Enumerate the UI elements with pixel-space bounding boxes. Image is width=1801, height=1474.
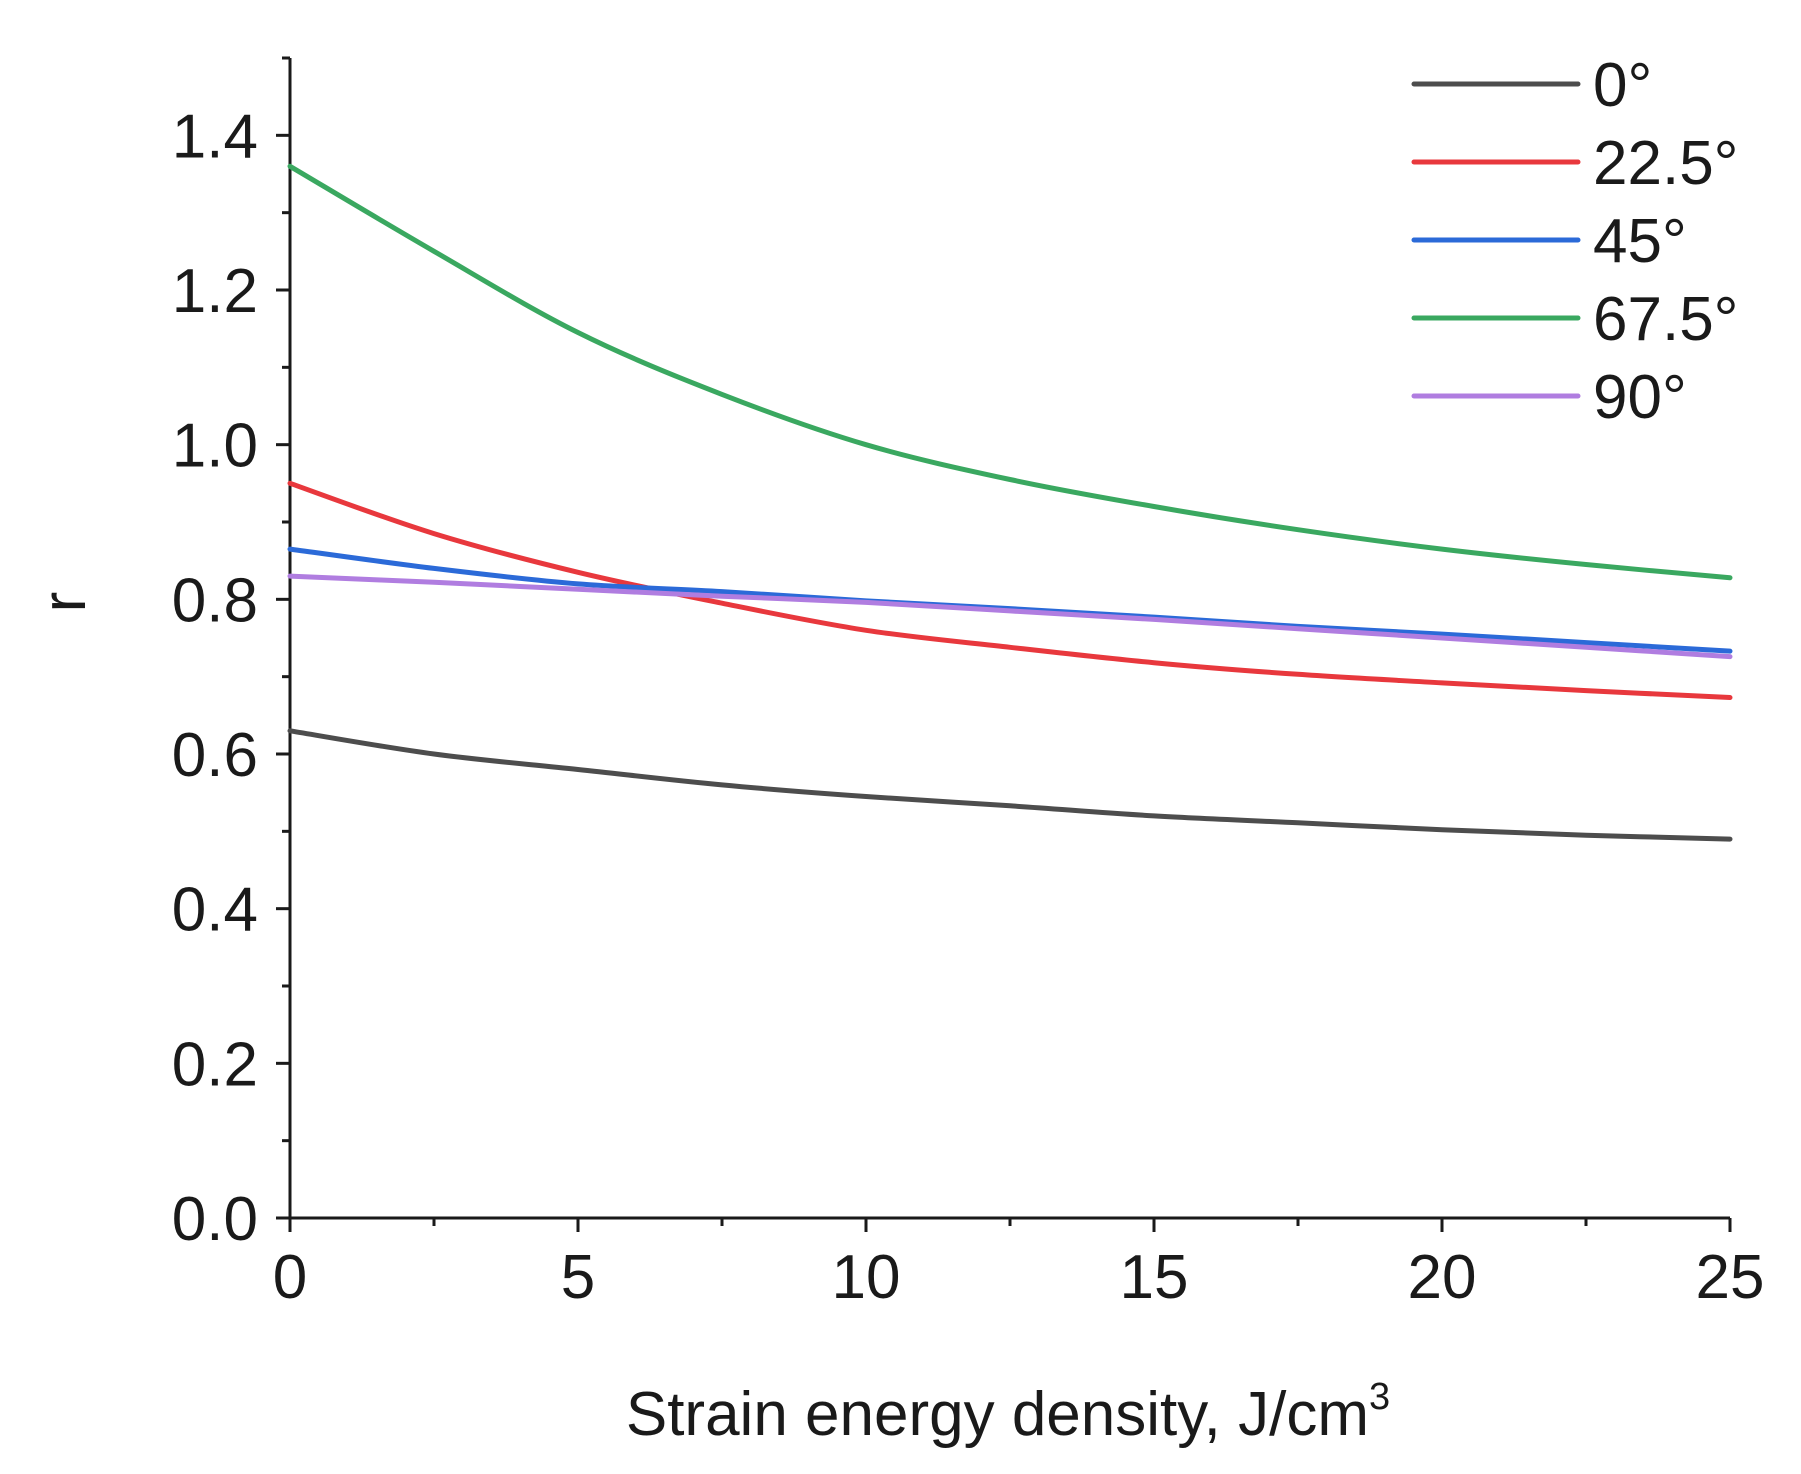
y-tick-label: 1.4: [172, 102, 258, 171]
y-tick-label: 0.8: [172, 566, 258, 635]
legend-label: 45°: [1593, 207, 1687, 276]
x-axis-title-superscript: 3: [1369, 1376, 1390, 1418]
legend-label: 67.5°: [1593, 285, 1738, 354]
series-line-45deg: [287, 546, 1733, 654]
y-tick-label: 0.6: [172, 721, 258, 790]
legend-item-0deg: 0°: [1411, 51, 1652, 120]
y-tick-label: 1.2: [172, 257, 258, 326]
legend-label: 0°: [1593, 51, 1652, 120]
x-tick-label: 25: [1696, 1243, 1765, 1312]
series-line-22-5deg: [287, 480, 1733, 700]
y-tick-label: 1.0: [172, 412, 258, 481]
x-tick-label: 15: [1120, 1243, 1189, 1312]
axes: 0.0 0.2 0.4 0.6 0.8 1.0 1.2 1.4 0 5 10 15 20 25: [172, 56, 1765, 1312]
x-axis-title-text: Strain energy density, J/cm: [626, 1380, 1369, 1449]
y-axis-title: r: [30, 592, 99, 613]
series-group: [287, 163, 1733, 842]
legend-label: 22.5°: [1593, 129, 1738, 198]
x-tick-label: 0: [273, 1243, 307, 1312]
legend-label: 90°: [1593, 363, 1687, 432]
x-axis-title: Strain energy density, J/cm3: [626, 1376, 1390, 1449]
y-tick-label: 0.2: [172, 1030, 258, 1099]
series-line-0deg: [287, 728, 1733, 842]
y-tick-label: 0.0: [172, 1185, 258, 1254]
series-line-67-5deg: [287, 163, 1733, 581]
legend-item-67-5deg: 67.5°: [1411, 285, 1738, 354]
x-tick-label: 10: [832, 1243, 901, 1312]
series-line-90deg: [287, 573, 1733, 660]
x-tick-label: 20: [1408, 1243, 1477, 1312]
y-tick-label: 0.4: [172, 876, 258, 945]
x-tick-label: 5: [561, 1243, 595, 1312]
legend-item-22-5deg: 22.5°: [1411, 129, 1738, 198]
legend-item-90deg: 90°: [1411, 363, 1687, 432]
legend-item-45deg: 45°: [1411, 207, 1687, 276]
legend: 0° 22.5° 45° 67.5° 90°: [1411, 51, 1738, 432]
